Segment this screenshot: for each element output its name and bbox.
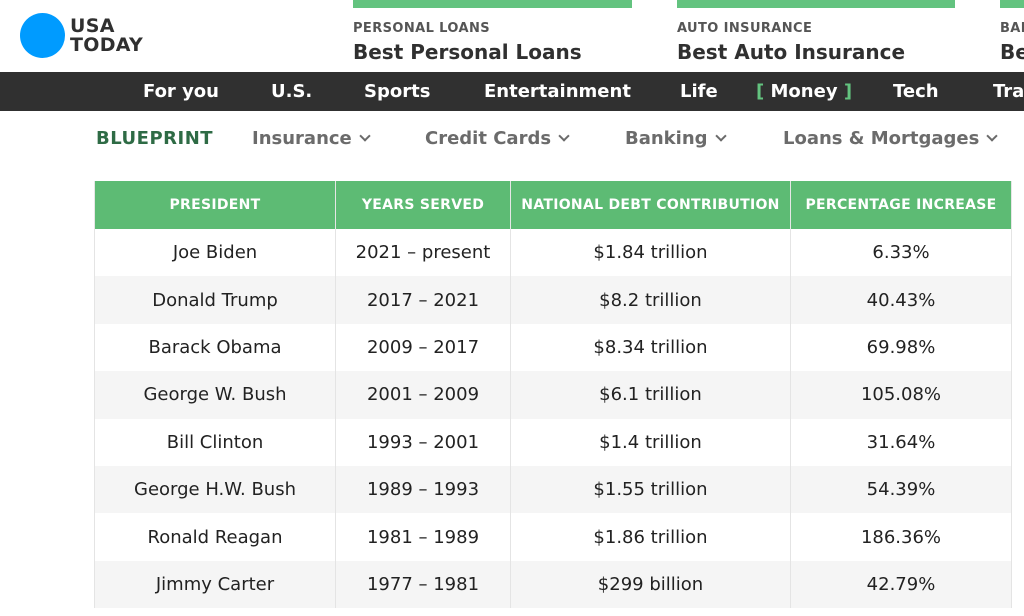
table-row: George H.W. Bush 1989 – 1993 $1.55 trillio… (94, 465, 1012, 514)
chevron-down-icon (359, 130, 371, 142)
table-row: Joe Biden 2021 – present $1.84 trillion 6.3… (94, 229, 1012, 277)
active-bracket-close: ] (843, 81, 853, 102)
subnav-item-credit-cards[interactable]: Credit Cards (425, 128, 570, 149)
cell-percentage-increase: 42.79% (790, 560, 1012, 609)
header-percentage-increase: PERCENTAGE INCREASE (790, 181, 1012, 229)
national-debt-table: PRESIDENT YEARS SERVED NATIONAL DEBT CON… (94, 181, 1012, 609)
chevron-down-icon (558, 130, 570, 142)
promo-auto-insurance[interactable]: AUTO INSURANCE Best Auto Insurance (677, 0, 957, 72)
cell-percentage-increase: 186.36% (790, 513, 1012, 561)
cell-debt-contribution: $1.86 trillion (510, 513, 791, 561)
table-row: Ronald Reagan 1981 – 1989 $1.86 trillion 18… (94, 513, 1012, 561)
cell-percentage-increase: 31.64% (790, 418, 1012, 466)
promo-accent-bar (353, 0, 632, 8)
subnav-item-banking[interactable]: Banking (625, 128, 727, 149)
chevron-down-icon (714, 130, 727, 142)
active-bracket-open: [ (756, 81, 765, 102)
subnav-item-label: Insurance (252, 128, 352, 149)
table-row: Bill Clinton 1993 – 2001 $1.4 trillion 31.6… (94, 418, 1012, 466)
nav-item-money-label: Money (770, 81, 838, 102)
chevron-down-icon (986, 130, 999, 142)
promo-label: AUTO INSURANCE (677, 21, 813, 36)
debt-table-container: PRESIDENT YEARS SERVED NATIONAL DEBT CON… (94, 181, 1012, 609)
cell-president: George W. Bush (94, 371, 336, 419)
nav-item-for-you[interactable]: For you (143, 81, 219, 102)
promo-banking[interactable]: BAN Be (1000, 0, 1024, 72)
cell-president: George H.W. Bush (94, 465, 336, 514)
cell-years-served: 2001 – 2009 (335, 371, 511, 419)
cell-years-served: 2009 – 2017 (335, 323, 511, 372)
nav-item-travel[interactable]: Tra (993, 81, 1024, 102)
cell-president: Jimmy Carter (94, 560, 336, 609)
blueprint-subnav: BLUEPRINT Insurance Credit Cards Banking… (0, 111, 1024, 169)
cell-years-served: 1977 – 1981 (335, 560, 511, 609)
nav-item-money[interactable]: [ Money ] (756, 72, 852, 111)
promo-accent-bar (677, 0, 955, 8)
promo-accent-bar (1000, 0, 1024, 8)
cell-years-served: 1989 – 1993 (335, 465, 511, 514)
cell-president: Bill Clinton (94, 418, 336, 466)
cell-debt-contribution: $299 billion (510, 560, 791, 609)
cell-debt-contribution: $8.2 trillion (510, 276, 791, 324)
subnav-item-insurance[interactable]: Insurance (252, 128, 371, 149)
cell-president: Barack Obama (94, 323, 336, 372)
cell-president: Joe Biden (94, 229, 336, 277)
cell-president: Ronald Reagan (94, 513, 336, 561)
table-row: Barack Obama 2009 – 2017 $8.34 trillion 69.… (94, 323, 1012, 372)
promo-title: Best Auto Insurance (677, 40, 906, 64)
blueprint-brand-link[interactable]: BLUEPRINT (96, 128, 214, 149)
promo-title: Best Personal Loans (353, 40, 582, 64)
cell-years-served: 1981 – 1989 (335, 513, 511, 561)
cell-years-served: 1993 – 2001 (335, 418, 511, 466)
cell-percentage-increase: 54.39% (790, 465, 1012, 514)
nav-item-us[interactable]: U.S. (271, 81, 313, 102)
nav-item-life[interactable]: Life (680, 81, 718, 102)
promo-title: Be (1000, 40, 1024, 64)
cell-percentage-increase: 69.98% (790, 323, 1012, 372)
header-years-served: YEARS SERVED (335, 181, 511, 229)
main-nav: For you U.S. Sports Entertainment Life [… (0, 72, 1024, 111)
cell-percentage-increase: 6.33% (790, 229, 1012, 277)
cell-years-served: 2017 – 2021 (335, 276, 511, 324)
nav-item-tech[interactable]: Tech (893, 81, 939, 102)
subnav-item-label: Credit Cards (425, 128, 552, 149)
subnav-item-loans-mortgages[interactable]: Loans & Mortgages (783, 128, 999, 149)
logo-wordmark: USA TODAY (70, 14, 144, 56)
promo-label: BAN (1000, 21, 1024, 36)
promo-label: PERSONAL LOANS (353, 21, 491, 36)
nav-item-sports[interactable]: Sports (364, 81, 431, 102)
subnav-item-label: Loans & Mortgages (783, 128, 980, 149)
table-header-row: PRESIDENT YEARS SERVED NATIONAL DEBT CON… (94, 181, 1012, 229)
subnav-item-label: Banking (625, 128, 708, 149)
cell-percentage-increase: 40.43% (790, 276, 1012, 324)
cell-debt-contribution: $1.84 trillion (510, 229, 791, 277)
logo-circle-icon (20, 13, 65, 58)
usa-today-logo[interactable]: USA TODAY (20, 13, 143, 58)
nav-item-entertainment[interactable]: Entertainment (484, 81, 631, 102)
logo-line-1: USA (70, 14, 115, 37)
header-president: PRESIDENT (94, 181, 336, 229)
cell-years-served: 2021 – present (335, 229, 511, 277)
cell-percentage-increase: 105.08% (790, 371, 1012, 419)
cell-president: Donald Trump (94, 276, 336, 324)
table-row: George W. Bush 2001 – 2009 $6.1 trillion 10… (94, 371, 1012, 419)
table-row: Jimmy Carter 1977 – 1981 $299 billion 42.79… (94, 560, 1012, 609)
site-header: USA TODAY PERSONAL LOANS Best Personal L… (0, 0, 1024, 72)
header-debt-contribution: NATIONAL DEBT CONTRIBUTION (510, 181, 791, 229)
cell-debt-contribution: $1.55 trillion (510, 465, 791, 514)
promo-personal-loans[interactable]: PERSONAL LOANS Best Personal Loans (353, 0, 633, 72)
cell-debt-contribution: $8.34 trillion (510, 323, 791, 372)
table-row: Donald Trump 2017 – 2021 $8.2 trillion 40.4… (94, 276, 1012, 324)
logo-line-2: TODAY (70, 33, 144, 56)
cell-debt-contribution: $6.1 trillion (510, 371, 791, 419)
cell-debt-contribution: $1.4 trillion (510, 418, 791, 466)
